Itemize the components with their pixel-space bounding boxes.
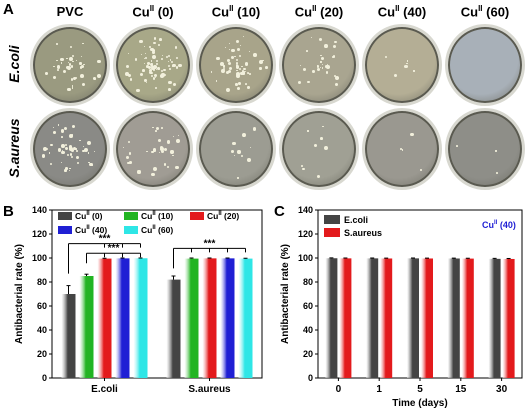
petri-dish bbox=[196, 108, 276, 190]
bar bbox=[502, 258, 515, 378]
bar bbox=[61, 294, 76, 378]
bar bbox=[380, 258, 393, 378]
petri-dish bbox=[445, 24, 525, 106]
chart-annotation: CuII (40) bbox=[482, 220, 516, 230]
bar bbox=[461, 258, 474, 378]
bar bbox=[166, 279, 181, 378]
y-tick-label: 0 bbox=[308, 373, 313, 383]
significance-label: *** bbox=[204, 238, 216, 249]
y-axis-label: Antibacterial rate (%) bbox=[280, 244, 291, 344]
petri-dish bbox=[445, 108, 525, 190]
panel-letter-a: A bbox=[3, 1, 14, 18]
y-tick-label: 20 bbox=[303, 349, 313, 359]
plot-frame bbox=[51, 209, 263, 379]
column-label: CuII (0) bbox=[132, 4, 174, 20]
y-tick-label: 140 bbox=[298, 205, 313, 215]
panel-letter-b: B bbox=[3, 203, 14, 220]
petri-dish bbox=[30, 108, 110, 190]
bar bbox=[97, 258, 112, 378]
y-tick-label: 40 bbox=[37, 325, 47, 335]
legend-swatch bbox=[124, 212, 138, 220]
column-label: CuII (20) bbox=[294, 4, 344, 20]
x-tick-label: 5 bbox=[417, 384, 423, 395]
bar bbox=[202, 258, 217, 378]
chart-b: 0 20 40 60 80 100 120 140 Antibacterial rate (%)… bbox=[14, 205, 263, 395]
bar bbox=[339, 258, 352, 378]
legend-swatch bbox=[324, 228, 340, 237]
petri-dish bbox=[279, 24, 359, 106]
legend-swatch bbox=[58, 226, 72, 234]
x-tick-label: 1 bbox=[376, 384, 382, 395]
y-axis-label: Antibacterial rate (%) bbox=[14, 244, 25, 344]
petri-dish bbox=[279, 108, 359, 190]
y-tick-label: 120 bbox=[298, 229, 313, 239]
chart-c: 0 20 40 60 80 100 120 140 Antibacterial rate (%)… bbox=[280, 205, 523, 409]
legend-label: S.aureus bbox=[344, 228, 382, 238]
y-tick-label: 20 bbox=[37, 349, 47, 359]
legend-label: CuII (40) bbox=[75, 225, 107, 235]
petri-dish bbox=[113, 24, 193, 106]
y-tick-label: 60 bbox=[37, 301, 47, 311]
petri-dish bbox=[30, 24, 110, 106]
bar bbox=[447, 258, 460, 378]
legend-label: CuII (0) bbox=[75, 211, 103, 221]
significance-label: *** bbox=[99, 234, 111, 245]
x-tick-label: 30 bbox=[496, 384, 508, 395]
bar bbox=[220, 258, 235, 378]
petri-dish bbox=[362, 24, 442, 106]
legend-label: CuII (60) bbox=[141, 225, 173, 235]
bar bbox=[366, 258, 379, 378]
x-tick-label: 15 bbox=[455, 384, 467, 395]
x-tick-label: S.aureus bbox=[188, 384, 231, 395]
row-label: S.aureus bbox=[6, 118, 22, 178]
column-label: CuII (40) bbox=[377, 4, 427, 20]
column-label: CuII (10) bbox=[211, 4, 261, 20]
bar bbox=[184, 258, 199, 378]
x-tick-label: E.coli bbox=[91, 384, 118, 395]
bar bbox=[488, 258, 501, 378]
legend-label: CuII (20) bbox=[207, 211, 239, 221]
y-tick-label: 100 bbox=[32, 253, 47, 263]
bar bbox=[115, 258, 130, 378]
petri-dish bbox=[362, 108, 442, 190]
bar bbox=[79, 276, 94, 378]
x-tick-label: 0 bbox=[336, 384, 342, 395]
legend-swatch bbox=[324, 215, 340, 224]
bar bbox=[325, 258, 338, 378]
petri-dish bbox=[113, 108, 193, 190]
legend-label: CuII (10) bbox=[141, 211, 173, 221]
legend-label: E.coli bbox=[344, 215, 368, 225]
y-tick-label: 0 bbox=[42, 373, 47, 383]
legend-swatch bbox=[124, 226, 138, 234]
column-label: PVC bbox=[56, 4, 84, 19]
y-tick-label: 60 bbox=[303, 301, 313, 311]
y-tick-label: 80 bbox=[37, 277, 47, 287]
row-label: E.coli bbox=[6, 45, 22, 83]
y-tick-label: 100 bbox=[298, 253, 313, 263]
y-tick-label: 80 bbox=[303, 277, 313, 287]
petri-dish bbox=[196, 24, 276, 106]
bar bbox=[238, 258, 253, 378]
y-tick-label: 120 bbox=[32, 229, 47, 239]
panel-letter-c: C bbox=[274, 203, 285, 220]
x-axis-label: Time (days) bbox=[392, 398, 447, 409]
legend-swatch bbox=[190, 212, 204, 220]
y-tick-label: 140 bbox=[32, 205, 47, 215]
legend-swatch bbox=[58, 212, 72, 220]
bar bbox=[407, 258, 419, 378]
bar bbox=[133, 258, 148, 378]
column-label: CuII (60) bbox=[460, 4, 510, 20]
bar bbox=[421, 258, 433, 378]
y-tick-label: 40 bbox=[303, 325, 313, 335]
significance-label: *** bbox=[108, 243, 120, 254]
